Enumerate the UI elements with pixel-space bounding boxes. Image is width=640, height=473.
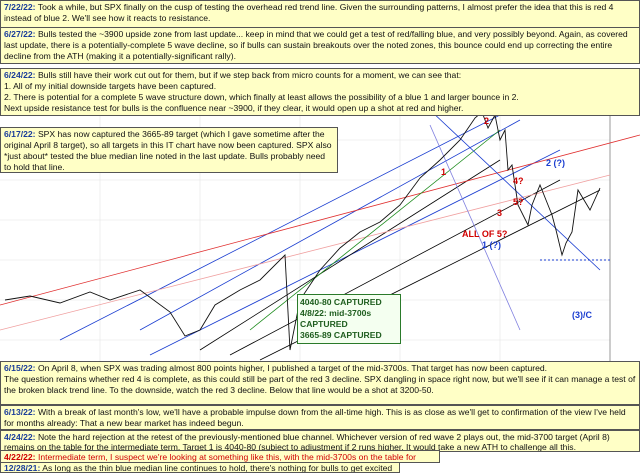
captured-box: 4040-80 CAPTURED 4/8/22: mid-3700s CAPTU… bbox=[297, 294, 401, 344]
note-date: 12/28/21: bbox=[4, 463, 41, 473]
wave-label: 2 bbox=[484, 116, 490, 126]
note: 6/27/22: Bulls tested the ~3900 upside z… bbox=[0, 27, 640, 64]
price-line bbox=[4, 111, 601, 351]
note-text: Took a while, but SPX finally on the cus… bbox=[4, 2, 614, 23]
note-text: As long as the thin blue median line con… bbox=[42, 463, 393, 473]
note: 6/17/22: SPX has now captured the 3665-8… bbox=[0, 127, 338, 173]
note-text: SPX has now captured the 3665-89 target … bbox=[4, 129, 332, 172]
wave-label: 5? bbox=[513, 197, 524, 207]
note-date: 7/22/22: bbox=[4, 2, 36, 12]
note-text: Bulls still have their work cut out for … bbox=[4, 70, 519, 113]
note-text: With a break of last month's low, we'll … bbox=[4, 407, 626, 428]
note: 4/24/22: Note the hard rejection at the … bbox=[0, 430, 640, 452]
note: 7/22/22: Took a while, but SPX finally o… bbox=[0, 0, 640, 28]
wave-label: 1 (?) bbox=[482, 240, 501, 250]
note: 12/28/21: As long as the thin blue media… bbox=[0, 462, 400, 473]
note-text: On April 8, when SPX was trading almost … bbox=[4, 363, 636, 395]
wave-label: 4? bbox=[513, 176, 524, 186]
note-date: 6/24/22: bbox=[4, 70, 36, 80]
note-date: 6/17/22: bbox=[4, 129, 36, 139]
wave-label: 2 (?) bbox=[546, 158, 565, 168]
note-date: 4/22/22: bbox=[4, 452, 36, 462]
wave-label: (3)/C bbox=[572, 310, 592, 320]
note: 6/13/22: With a break of last month's lo… bbox=[0, 405, 640, 430]
note: 6/24/22: Bulls still have their work cut… bbox=[0, 68, 640, 116]
note-text: Bulls tested the ~3900 upside zone from … bbox=[4, 29, 628, 61]
note-text: Intermediate term, I suspect we're looki… bbox=[37, 452, 416, 462]
captured-label: 4/8/22: mid-3700s CAPTURED bbox=[300, 308, 372, 329]
note-date: 6/27/22: bbox=[4, 29, 36, 39]
note-text: Note the hard rejection at the retest of… bbox=[4, 432, 610, 452]
wave-label: 3 bbox=[497, 208, 503, 218]
note-date: 4/24/22: bbox=[4, 432, 36, 442]
wave-label: 1 bbox=[441, 167, 447, 177]
note-date: 6/15/22: bbox=[4, 363, 36, 373]
note-date: 6/13/22: bbox=[4, 407, 36, 417]
captured-label: 4040-80 CAPTURED bbox=[300, 297, 382, 307]
note: 6/15/22: On April 8, when SPX was tradin… bbox=[0, 361, 640, 405]
wave-label: ALL OF 5? bbox=[462, 229, 508, 239]
captured-label: 3665-89 CAPTURED bbox=[300, 330, 382, 340]
